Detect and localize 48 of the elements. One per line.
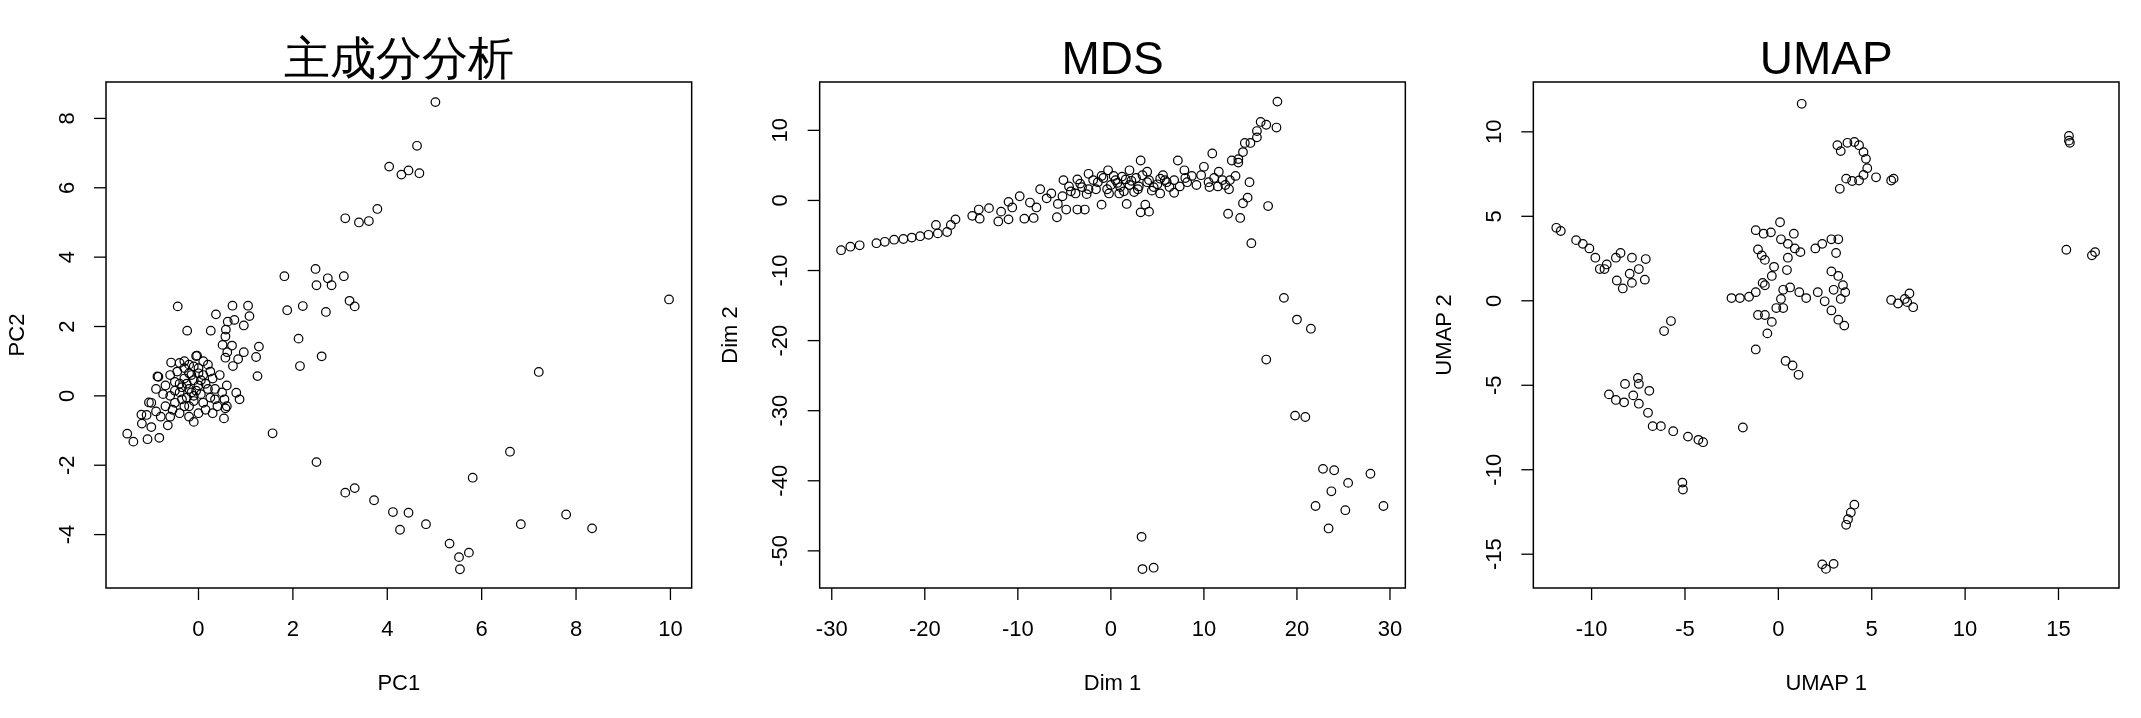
x-tick-label: 10 bbox=[1191, 615, 1217, 641]
x-tick-label: 30 bbox=[1377, 615, 1403, 641]
y-tick-label: -4 bbox=[53, 524, 79, 545]
chart-title: UMAP bbox=[1759, 32, 1893, 84]
x-tick-label: 20 bbox=[1284, 615, 1310, 641]
y-tick-label: -10 bbox=[1481, 453, 1507, 486]
x-axis-title: PC1 bbox=[377, 669, 421, 695]
x-tick-label: 0 bbox=[1772, 615, 1785, 641]
y-tick-label: 4 bbox=[53, 251, 79, 264]
x-tick-label: 0 bbox=[192, 615, 205, 641]
x-tick-label: 15 bbox=[2046, 615, 2071, 641]
chart-title: 主成分分析 bbox=[283, 32, 514, 84]
y-axis-title: PC2 bbox=[3, 313, 29, 357]
x-tick-label: -5 bbox=[1675, 615, 1695, 641]
x-tick-label: 8 bbox=[569, 615, 583, 641]
y-tick-label: -5 bbox=[1481, 375, 1507, 396]
x-axis-title: Dim 1 bbox=[1083, 669, 1142, 695]
y-tick-label: 5 bbox=[1481, 210, 1507, 223]
y-tick-label: -10 bbox=[767, 254, 793, 287]
y-tick-label: 0 bbox=[53, 389, 79, 402]
x-tick-label: 5 bbox=[1865, 615, 1878, 641]
y-tick-label: -30 bbox=[767, 394, 793, 427]
x-tick-label: -10 bbox=[1001, 615, 1034, 641]
x-tick-label: 4 bbox=[381, 615, 394, 641]
y-tick-label: 8 bbox=[53, 112, 79, 125]
chart-title: MDS bbox=[1061, 32, 1164, 84]
y-axis-title: Dim 2 bbox=[717, 306, 743, 364]
x-tick-label: -30 bbox=[815, 615, 848, 641]
y-axis-title: UMAP 2 bbox=[1431, 294, 1457, 376]
x-tick-label: 6 bbox=[475, 615, 488, 641]
x-tick-label: -20 bbox=[908, 615, 941, 641]
y-tick-label: 2 bbox=[53, 320, 79, 333]
x-tick-label: -10 bbox=[1575, 615, 1608, 641]
y-tick-label: -20 bbox=[767, 324, 793, 357]
x-tick-label: 10 bbox=[1952, 615, 1978, 641]
y-tick-label: 0 bbox=[1481, 294, 1507, 307]
y-tick-label: 6 bbox=[53, 181, 79, 194]
y-tick-label: -2 bbox=[53, 455, 79, 476]
y-tick-label: -40 bbox=[767, 464, 793, 497]
y-tick-label: -50 bbox=[767, 534, 793, 567]
y-tick-label: -15 bbox=[1481, 538, 1507, 571]
x-axis-title: UMAP 1 bbox=[1785, 669, 1867, 695]
y-tick-label: 10 bbox=[767, 118, 793, 143]
x-tick-label: 2 bbox=[286, 615, 300, 641]
y-tick-label: 0 bbox=[767, 194, 793, 207]
y-tick-label: 10 bbox=[1481, 119, 1507, 145]
x-tick-label: 10 bbox=[658, 615, 683, 641]
x-tick-label: 0 bbox=[1104, 615, 1117, 641]
